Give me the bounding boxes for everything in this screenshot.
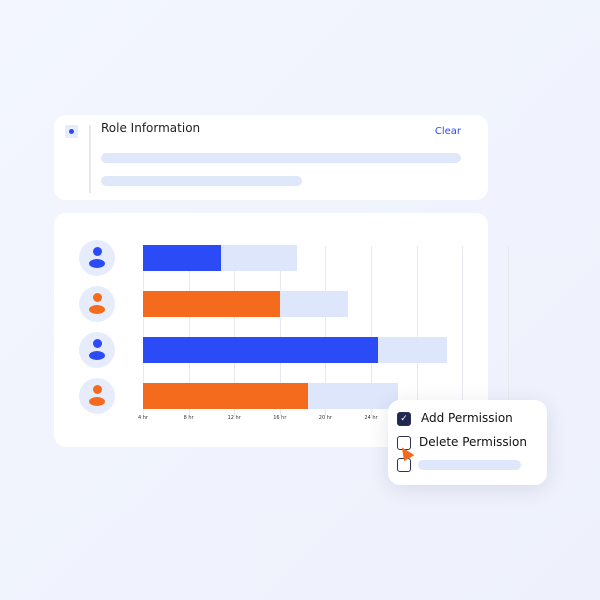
x-tick-label: 16 hr xyxy=(273,415,287,421)
user-icon xyxy=(79,240,115,276)
x-tick-label: 12 hr xyxy=(227,415,241,421)
card-title: Role Information xyxy=(101,121,201,135)
gridline xyxy=(416,246,418,416)
x-tick-label: 4 hr xyxy=(138,415,148,421)
gridline xyxy=(507,246,509,416)
bullet-icon xyxy=(65,125,78,138)
placeholder-line xyxy=(101,153,461,163)
delete-permission-checkbox[interactable] xyxy=(397,436,411,450)
user-icon xyxy=(79,286,115,322)
bar-filled xyxy=(143,337,378,363)
gridline xyxy=(279,246,281,416)
bar-filled xyxy=(143,291,280,317)
hours-chart: 4 hr 8 hr 12 hr 16 hr 20 hr 24 hr xyxy=(54,213,509,447)
add-permission-checkbox[interactable]: ✓ xyxy=(397,412,411,426)
placeholder-line xyxy=(101,176,302,186)
gridline xyxy=(462,246,464,416)
gridline xyxy=(325,246,327,416)
bar-filled xyxy=(143,383,309,409)
permission-checkbox[interactable] xyxy=(397,458,411,472)
permission-label: Add Permission xyxy=(421,411,513,425)
permission-label: Delete Permission xyxy=(419,435,527,449)
x-tick-label: 8 hr xyxy=(183,415,194,421)
bar-filled xyxy=(143,245,221,271)
permissions-popup: ✓ Add Permission Delete Permission xyxy=(388,400,547,485)
role-information-card: Role Information Clear xyxy=(54,115,488,200)
clear-button[interactable]: Clear xyxy=(434,126,461,137)
gridline xyxy=(234,246,236,416)
gridline xyxy=(143,246,144,416)
check-icon: ✓ xyxy=(400,414,408,424)
divider xyxy=(89,125,91,193)
gridline xyxy=(371,246,372,416)
gridline xyxy=(188,246,190,416)
x-tick-label: 20 hr xyxy=(318,415,332,421)
user-icon xyxy=(79,332,115,368)
x-tick-label: 24 hr xyxy=(364,415,378,421)
user-icon xyxy=(79,378,115,414)
placeholder-line xyxy=(418,460,521,470)
